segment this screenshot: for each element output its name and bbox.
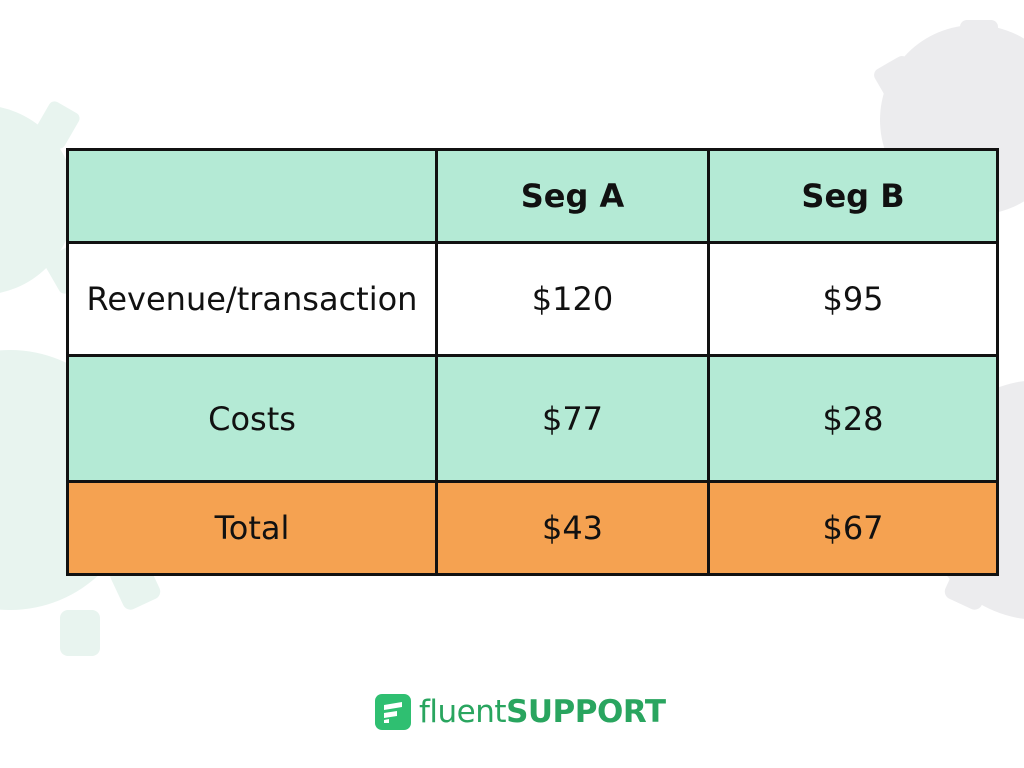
- row-label: Total: [66, 479, 438, 577]
- column-header-empty: [66, 147, 438, 245]
- brand-logo: fluentSUPPORT: [375, 688, 666, 736]
- fluent-support-logo-icon: [375, 694, 411, 730]
- comparison-table-container: Seg A Seg B Revenue/transaction $120 $95…: [66, 147, 999, 577]
- logo-text-bold: SUPPORT: [506, 694, 666, 730]
- table-cell: $67: [707, 479, 999, 577]
- table-cell: $43: [435, 479, 710, 577]
- logo-wordmark: fluentSUPPORT: [419, 694, 666, 730]
- logo-text-light: fluent: [419, 694, 507, 730]
- table-row: Costs $77 $28: [66, 354, 999, 483]
- table-header-row: Seg A Seg B: [66, 147, 999, 245]
- table-cell: $95: [707, 241, 999, 358]
- table-row: Revenue/transaction $120 $95: [66, 241, 999, 358]
- row-label: Revenue/transaction: [66, 241, 438, 358]
- comparison-table: Seg A Seg B Revenue/transaction $120 $95…: [66, 147, 999, 577]
- table-cell: $77: [435, 354, 710, 483]
- table-row: Total $43 $67: [66, 479, 999, 577]
- row-label: Costs: [66, 354, 438, 483]
- table-cell: $28: [707, 354, 999, 483]
- column-header-seg-b: Seg B: [707, 147, 999, 245]
- column-header-seg-a: Seg A: [435, 147, 710, 245]
- table-cell: $120: [435, 241, 710, 358]
